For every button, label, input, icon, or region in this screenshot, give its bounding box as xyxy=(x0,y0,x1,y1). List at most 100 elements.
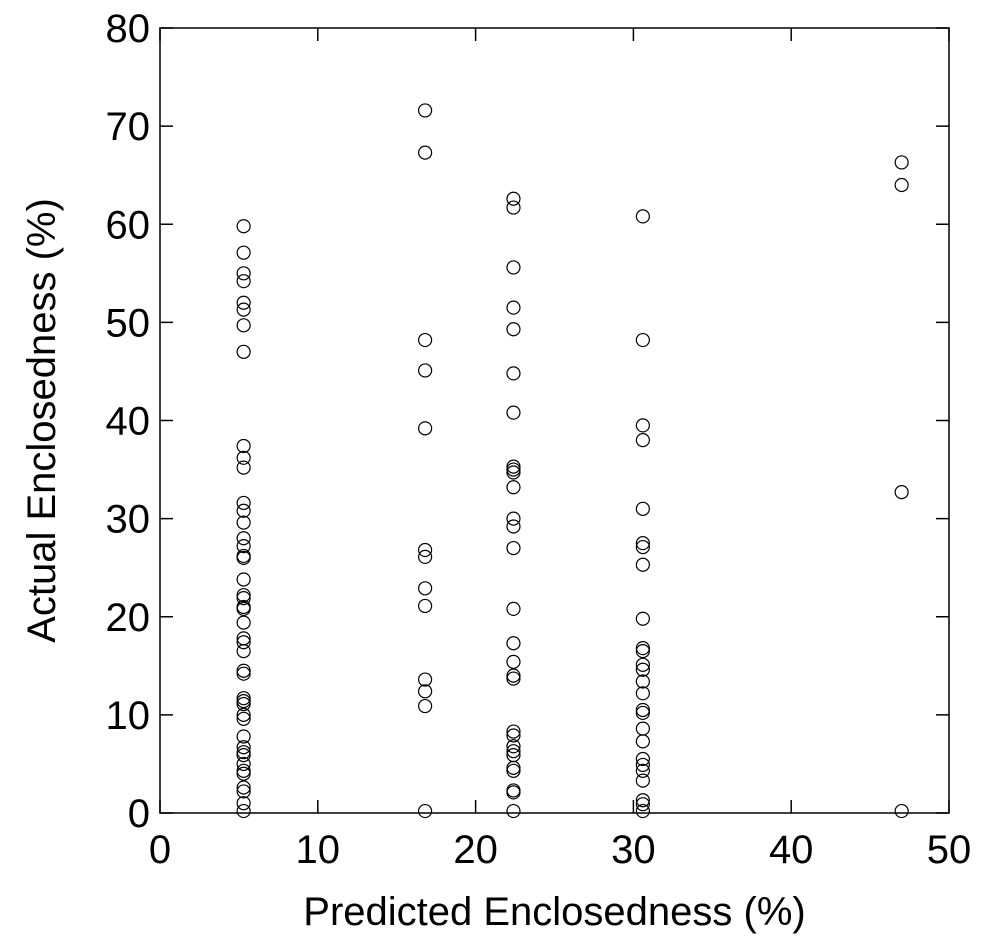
data-point xyxy=(236,748,251,763)
data-point xyxy=(635,418,650,433)
data-point xyxy=(506,540,521,556)
data-point xyxy=(236,588,251,603)
data-point xyxy=(506,601,521,617)
data-point xyxy=(418,103,433,118)
data-point xyxy=(236,745,251,760)
data-point xyxy=(506,636,521,651)
data-point xyxy=(506,462,521,477)
data-point xyxy=(236,740,251,755)
data-point xyxy=(506,200,521,215)
data-point xyxy=(418,421,433,436)
data-point xyxy=(506,724,521,739)
data-point xyxy=(506,803,521,819)
data-point xyxy=(635,793,650,808)
data-point xyxy=(635,686,650,701)
data-point xyxy=(236,796,251,811)
plot-area xyxy=(159,27,950,814)
data-points xyxy=(236,103,909,819)
data-point xyxy=(635,803,650,819)
data-point xyxy=(635,662,650,677)
data-point xyxy=(506,785,521,800)
data-point xyxy=(418,698,433,714)
y-tick-label: 70 xyxy=(106,105,151,149)
data-point xyxy=(418,332,433,348)
x-tick-label: 0 xyxy=(149,828,171,872)
data-point xyxy=(236,601,251,617)
data-point xyxy=(236,531,251,546)
data-point xyxy=(418,363,433,378)
y-tick-label: 80 xyxy=(106,7,151,51)
data-point xyxy=(635,702,650,718)
x-tick-label: 30 xyxy=(611,828,656,872)
data-point xyxy=(506,760,521,775)
data-point xyxy=(236,266,251,281)
data-point xyxy=(635,763,650,778)
data-point xyxy=(236,572,251,587)
data-point xyxy=(635,539,650,555)
data-point xyxy=(635,501,650,516)
data-point xyxy=(635,641,650,656)
data-point xyxy=(635,721,650,736)
data-point xyxy=(894,803,909,819)
y-tick-label: 20 xyxy=(106,596,151,640)
y-tick-labels: 0 10 20 30 40 50 60 70 80 xyxy=(106,7,151,836)
data-point xyxy=(635,705,650,721)
x-tick-label: 40 xyxy=(769,828,814,872)
data-point xyxy=(506,300,521,315)
data-point xyxy=(236,460,251,475)
data-point xyxy=(236,495,251,511)
data-point xyxy=(894,485,909,500)
data-point xyxy=(418,581,433,596)
data-point xyxy=(236,729,251,744)
data-point xyxy=(236,643,251,659)
data-point xyxy=(635,557,650,572)
data-point xyxy=(236,666,251,681)
data-point xyxy=(236,245,251,260)
data-point xyxy=(506,668,521,683)
data-point xyxy=(506,459,521,474)
data-point xyxy=(635,773,650,788)
y-tick-label: 50 xyxy=(106,301,151,345)
data-point xyxy=(506,480,521,495)
data-point xyxy=(506,511,521,526)
data-point xyxy=(418,549,433,564)
data-point xyxy=(635,734,650,749)
data-point xyxy=(236,438,251,454)
x-tick-label: 20 xyxy=(453,828,498,872)
data-point xyxy=(635,209,650,224)
y-tick-label: 0 xyxy=(128,792,150,836)
data-point xyxy=(894,177,909,193)
data-point xyxy=(418,684,433,699)
data-point xyxy=(635,433,650,448)
data-point xyxy=(236,344,251,359)
data-point xyxy=(635,611,650,626)
axis-ticks xyxy=(159,27,950,814)
data-point xyxy=(635,797,650,812)
data-point xyxy=(236,515,251,530)
data-point xyxy=(236,591,251,606)
data-point xyxy=(506,654,521,669)
data-point xyxy=(236,784,251,799)
data-point xyxy=(635,643,650,659)
data-point xyxy=(635,674,650,689)
data-point xyxy=(506,465,521,480)
data-point xyxy=(418,145,433,160)
y-tick-label: 60 xyxy=(106,203,151,247)
data-point xyxy=(236,694,251,709)
data-point xyxy=(236,550,251,565)
data-point xyxy=(635,657,650,672)
data-point xyxy=(506,260,521,275)
data-point xyxy=(236,615,251,630)
data-point xyxy=(506,519,521,534)
data-point xyxy=(236,780,251,795)
data-point xyxy=(418,803,433,819)
data-point xyxy=(236,691,251,706)
data-point xyxy=(236,318,251,333)
data-point xyxy=(236,635,251,650)
data-point xyxy=(236,450,251,465)
x-axis-title: Predicted Enclosedness (%) xyxy=(303,890,805,934)
data-point xyxy=(635,751,650,767)
data-point xyxy=(418,542,433,558)
data-point xyxy=(236,763,251,778)
data-point xyxy=(506,744,521,759)
